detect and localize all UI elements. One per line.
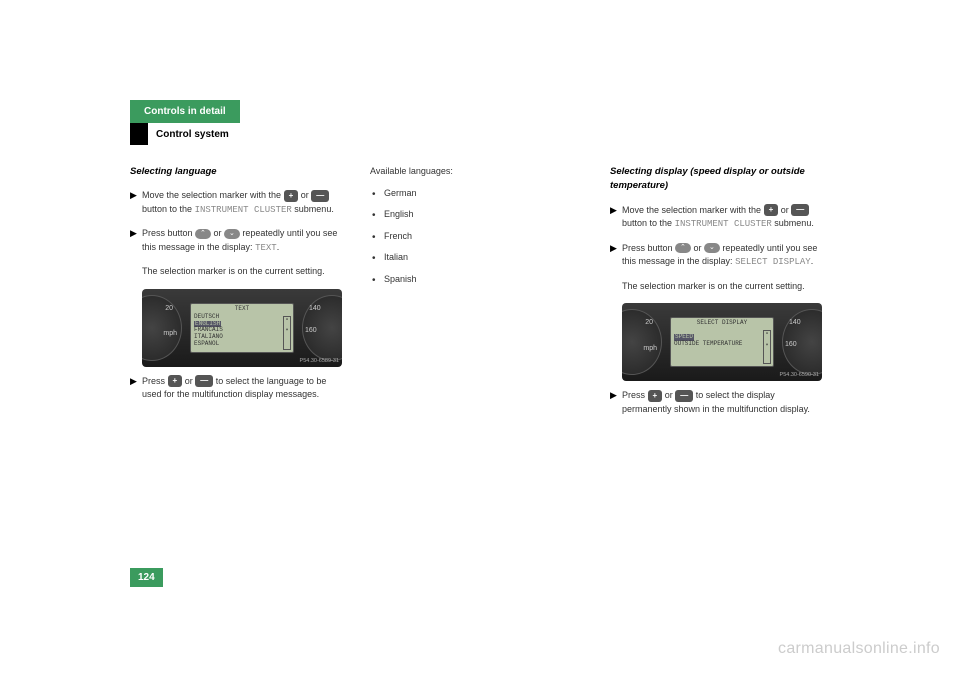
manual-page: Controls in detail Control system Select… [130,100,830,426]
step-marker-icon: ▶ [130,227,142,255]
lcd-screen: SELECT DISPLAY SPEED OUTSIDE TEMPERATURE… [670,317,774,367]
lcd-screen: TEXT DEUTSCH ENGLISH FRANCAIS ITALIANO E… [190,303,294,353]
note: The selection marker is on the current s… [130,265,340,279]
content-columns: Selecting language ▶ Move the selection … [130,165,830,426]
up-icon: ⌃ [675,243,691,253]
lcd-item: ESPANOL [194,341,290,348]
step-text: Press button ⌃ or ⌄ repeatedly until you… [622,242,820,270]
display-msg: SELECT DISPLAY [735,257,811,267]
plus-icon: + [284,190,299,202]
step: ▶ Press button ⌃ or ⌄ repeatedly until y… [610,242,820,270]
step-text: Move the selection marker with the + or … [142,189,340,217]
section-title: Control system [148,124,229,145]
step-marker-icon: ▶ [130,189,142,217]
plus-icon: + [168,375,183,387]
step: ▶ Press + or — to select the language to… [130,375,340,402]
step-marker-icon: ▶ [130,375,142,402]
gauge-left: 20 mph [622,309,662,375]
gauge-right: 140 160 [782,309,822,375]
step-marker-icon: ▶ [610,389,622,416]
step: ▶ Press + or — to select the display per… [610,389,820,416]
down-icon: ⌄ [704,243,720,253]
note: The selection marker is on the current s… [610,280,820,294]
diagram-ref: P54.30-6590-31 [780,371,819,379]
display-msg: TEXT [255,243,277,253]
diagram-ref: P54.30-6589-31 [300,357,339,365]
col1-heading: Selecting language [130,165,340,179]
submenu-name: INSTRUMENT CLUSTER [195,205,292,215]
subtitle-row: Control system [130,123,830,145]
minus-icon: — [195,375,213,387]
gauge-right: 140 160 [302,295,342,361]
list-item: French [370,230,580,244]
step-text: Press + or — to select the language to b… [142,375,340,402]
step: ▶ Move the selection marker with the + o… [130,189,340,217]
instrument-cluster-diagram: 20 mph 140 160 SELECT DISPLAY SPEED OUTS… [622,303,822,381]
col3-heading: Selecting display (speed display or outs… [610,165,820,194]
black-tab [130,123,148,145]
page-number: 124 [130,568,163,587]
chapter-tab: Controls in detail [130,100,240,123]
minus-icon: — [791,204,809,216]
list-item: Spanish [370,273,580,287]
column-3: Selecting display (speed display or outs… [610,165,820,426]
plus-icon: + [648,390,663,402]
language-list: German English French Italian Spanish [370,187,580,287]
lcd-item: OUTSIDE TEMPERATURE [674,341,770,348]
list-item: Italian [370,251,580,265]
minus-icon: — [675,390,693,402]
lcd-scroll: ▴▾ [763,330,771,364]
instrument-cluster-diagram: 20 mph 140 160 TEXT DEUTSCH ENGLISH FRAN… [142,289,342,367]
column-1: Selecting language ▶ Move the selection … [130,165,340,426]
step: ▶ Press button ⌃ or ⌄ repeatedly until y… [130,227,340,255]
list-item: English [370,208,580,222]
step: ▶ Move the selection marker with the + o… [610,204,820,232]
header-tabs: Controls in detail Control system [130,100,830,145]
step-marker-icon: ▶ [610,242,622,270]
submenu-name: INSTRUMENT CLUSTER [675,219,772,229]
down-icon: ⌄ [224,229,240,239]
plus-icon: + [764,204,779,216]
step-text: Press button ⌃ or ⌄ repeatedly until you… [142,227,340,255]
step-text: Press + or — to select the display perma… [622,389,820,416]
up-icon: ⌃ [195,229,211,239]
step-marker-icon: ▶ [610,204,622,232]
lcd-scroll: ▴▾ [283,316,291,350]
step-text: Move the selection marker with the + or … [622,204,820,232]
gauge-left: 20 mph [142,295,182,361]
column-2: Available languages: German English Fren… [370,165,580,426]
watermark: carmanualsonline.info [778,640,940,658]
minus-icon: — [311,190,329,202]
list-item: German [370,187,580,201]
col2-heading: Available languages: [370,165,580,179]
